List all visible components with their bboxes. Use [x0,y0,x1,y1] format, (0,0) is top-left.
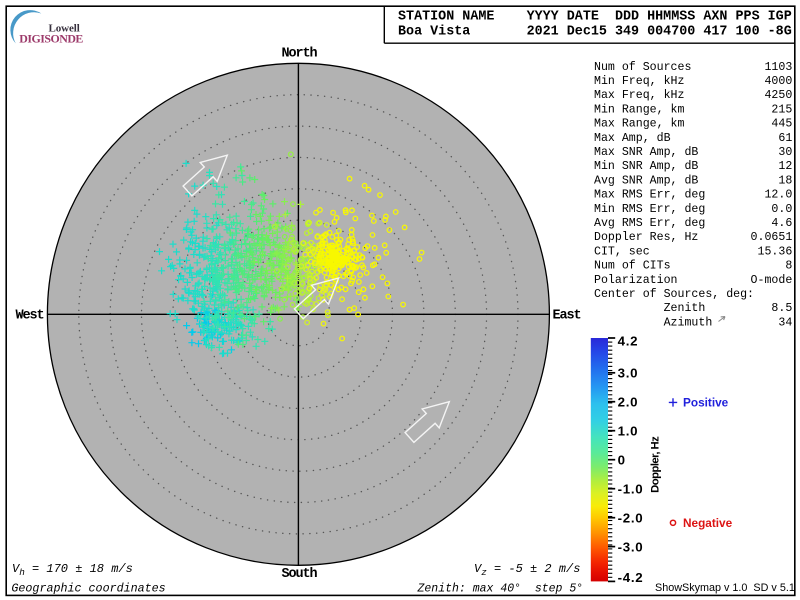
svg-text:34: 34 [778,316,792,329]
svg-text:Avg RMS Err, deg: Avg RMS Err, deg [594,217,705,230]
svg-text:Zenith: max 40° step 5°: Zenith: max 40° step 5° [417,583,584,596]
svg-text:12: 12 [778,160,792,173]
svg-text:Max Amp, dB: Max Amp, dB [594,132,671,145]
svg-text:Num of CITs: Num of CITs [594,260,671,273]
svg-text:Azimuth: Azimuth [594,316,712,329]
svg-text:0.0: 0.0 [771,203,792,216]
svg-text:Min Freq, kHz: Min Freq, kHz [594,75,684,88]
svg-text:4000: 4000 [764,75,792,88]
svg-text:North: North [281,47,317,62]
svg-text:Center of Sources, deg:: Center of Sources, deg: [594,288,754,301]
svg-text:East: East [553,308,581,323]
svg-text:Avg SNR Amp, dB: Avg SNR Amp, dB [594,174,698,187]
svg-text:Max SNR Amp, dB: Max SNR Amp, dB [594,146,698,159]
svg-text:8: 8 [785,260,792,273]
svg-text:STATION NAME YYYY DATE DDD: STATION NAME YYYY DATE DDD HHMMSS AXN PP… [398,9,792,24]
svg-text:3.0: 3.0 [618,366,639,381]
svg-text:Boa Vista 2021 Dec15 349: Boa Vista 2021 Dec15 349 004700 417 100 … [398,25,792,40]
svg-text:15.36: 15.36 [758,245,793,258]
svg-text:0.0651: 0.0651 [751,231,793,244]
svg-text:61: 61 [778,132,792,145]
svg-text:Lowell: Lowell [49,23,80,35]
svg-text:Min RMS Err, deg: Min RMS Err, deg [594,203,705,216]
svg-text:Max Freq, kHz: Max Freq, kHz [594,89,684,102]
svg-text:0: 0 [618,452,626,467]
svg-text:-2.0: -2.0 [618,510,644,525]
svg-text:Zenith: Zenith [594,302,705,315]
svg-text:Min Range, km: Min Range, km [594,103,684,116]
svg-text:Max RMS Err, deg: Max RMS Err, deg [594,189,705,202]
svg-text:2.0: 2.0 [618,394,639,409]
svg-text:Min SNR Amp, dB: Min SNR Amp, dB [594,160,698,173]
svg-text:Positive: Positive [683,396,729,410]
svg-text:18: 18 [778,174,792,187]
svg-text:Geographic coordinates: Geographic coordinates [11,582,165,596]
svg-text:215: 215 [771,103,792,116]
svg-text:South: South [281,567,317,582]
svg-text:-1.0: -1.0 [618,481,644,496]
svg-text:4.6: 4.6 [771,217,792,230]
svg-text:-3.0: -3.0 [618,539,644,554]
svg-text:DIGISONDE: DIGISONDE [19,32,83,46]
svg-text:Polarization: Polarization [594,274,678,287]
svg-text:4.2: 4.2 [618,334,639,349]
svg-text:-4.2: -4.2 [618,570,644,585]
svg-text:1.0: 1.0 [618,423,639,438]
svg-text:ShowSkymap v 1.0 SD v 5.1: ShowSkymap v 1.0 SD v 5.1 [655,582,795,594]
svg-text:Doppler Res, Hz: Doppler Res, Hz [594,231,698,244]
svg-text:12.0: 12.0 [764,189,792,202]
svg-text:8.5: 8.5 [771,302,792,315]
svg-text:Doppler, Hz: Doppler, Hz [649,436,661,493]
svg-text:O-mode: O-mode [751,274,793,287]
svg-text:Num of Sources: Num of Sources [594,61,691,74]
svg-text:CIT, sec: CIT, sec [594,245,650,258]
svg-text:West: West [15,308,43,323]
svg-text:1103: 1103 [764,61,792,74]
svg-text:Negative: Negative [683,516,733,530]
svg-text:Vz = -5 ± 2 m/s: Vz = -5 ± 2 m/s [474,562,580,578]
svg-text:445: 445 [771,118,792,131]
svg-text:30: 30 [778,146,792,159]
svg-text:Vh = 170 ± 18 m/s: Vh = 170 ± 18 m/s [12,562,133,578]
svg-text:Max Range, km: Max Range, km [594,118,684,131]
svg-text:4250: 4250 [764,89,792,102]
